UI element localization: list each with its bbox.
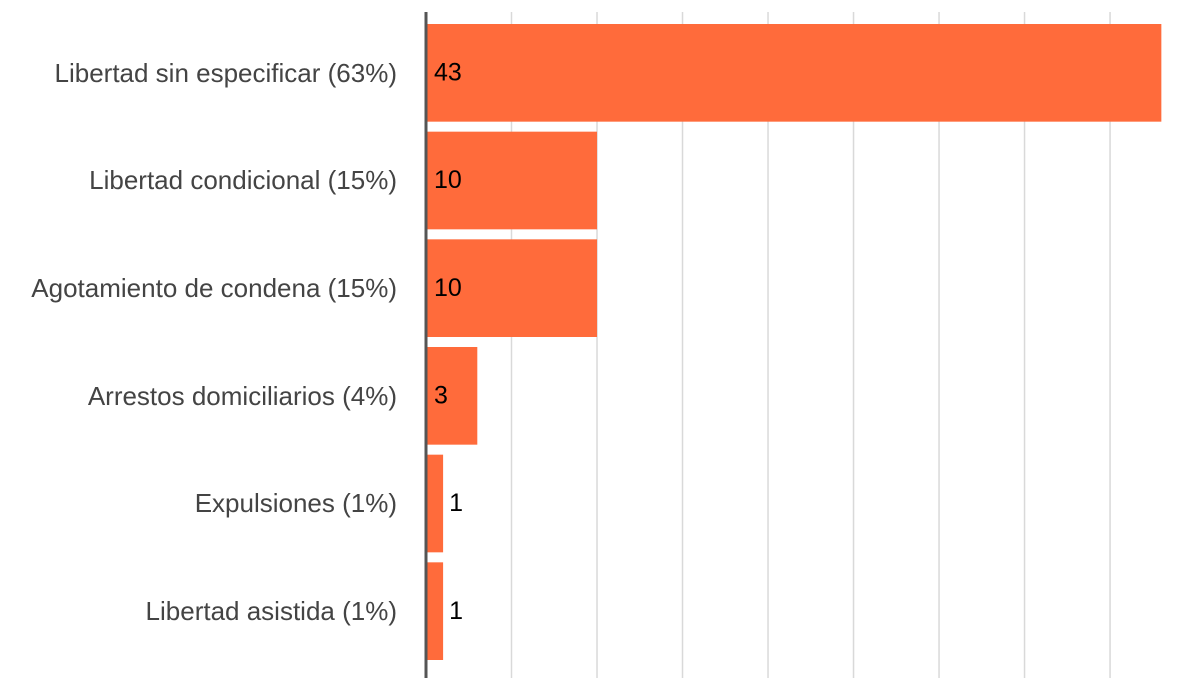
bar	[426, 454, 444, 553]
bar	[426, 131, 598, 230]
category-label: Libertad condicional (15%)	[89, 165, 397, 196]
bar	[426, 562, 444, 660]
category-label: Expulsiones (1%)	[194, 488, 397, 519]
value-label: 10	[434, 166, 462, 194]
bar	[426, 24, 1162, 122]
value-label: 10	[434, 274, 462, 302]
category-label: Libertad sin especificar (63%)	[54, 57, 398, 88]
bar	[426, 239, 598, 337]
category-label: Agotamiento de condena (15%)	[31, 273, 397, 304]
category-label: Libertad asistida (1%)	[145, 596, 397, 627]
value-label: 1	[449, 489, 463, 517]
value-label: 1	[449, 597, 463, 625]
value-label: 3	[434, 381, 448, 409]
bar	[426, 347, 478, 445]
value-label: 43	[434, 58, 462, 86]
category-label: Arrestos domiciliarios (4%)	[87, 380, 397, 411]
